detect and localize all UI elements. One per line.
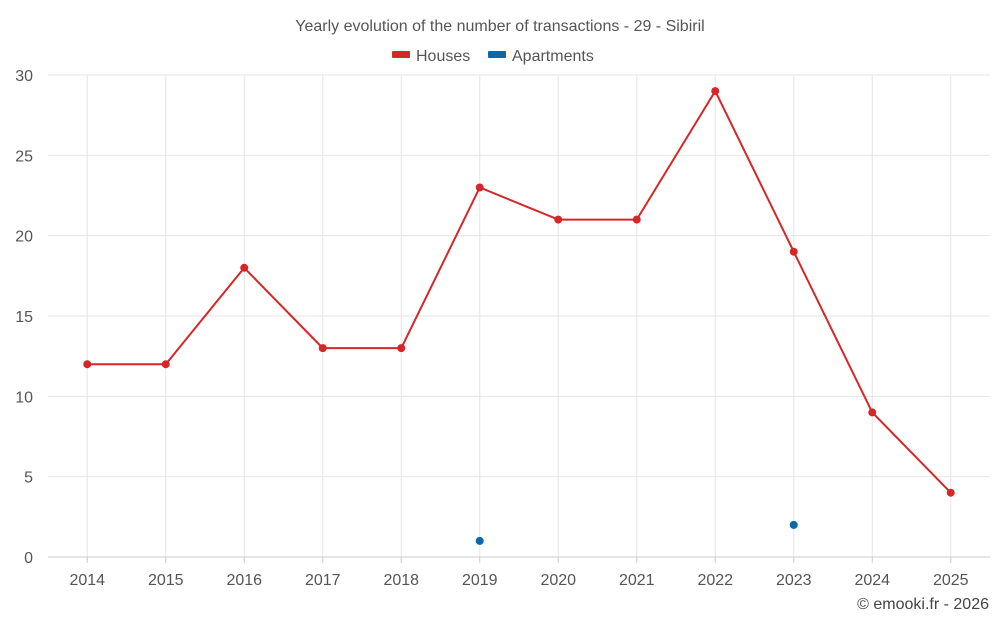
y-tick-label: 10	[15, 389, 33, 406]
legend-swatch-houses	[392, 51, 410, 58]
data-point-apartments-2019[interactable]	[475, 536, 484, 545]
x-tick-label: 2020	[540, 572, 576, 589]
data-point-houses-2024[interactable]	[868, 408, 877, 417]
series-houses	[83, 87, 955, 497]
legend-swatch-apartments	[488, 51, 506, 58]
data-point-houses-2015[interactable]	[161, 360, 170, 369]
data-point-apartments-2023[interactable]	[789, 520, 798, 529]
grid	[48, 74, 990, 558]
y-tick-label: 0	[24, 550, 33, 567]
x-tick-label: 2025	[933, 572, 969, 589]
legend-item-houses[interactable]: Houses	[392, 48, 470, 65]
data-point-houses-2017[interactable]	[318, 344, 327, 353]
series	[83, 87, 955, 545]
x-tick-label: 2016	[226, 572, 262, 589]
series-line-houses	[87, 90, 952, 494]
x-tick-label: 2014	[69, 572, 105, 589]
data-point-houses-2025[interactable]	[946, 488, 955, 497]
data-point-houses-2019[interactable]	[475, 183, 484, 192]
x-tick-label: 2021	[619, 572, 655, 589]
x-tick-label: 2022	[697, 572, 733, 589]
x-tick-label: 2018	[383, 572, 419, 589]
data-point-houses-2014[interactable]	[83, 360, 92, 369]
x-tick-label: 2019	[462, 572, 498, 589]
data-point-houses-2021[interactable]	[632, 215, 641, 224]
y-tick-label: 5	[24, 470, 33, 487]
legend-item-apartments[interactable]: Apartments	[488, 48, 594, 65]
y-tick-label: 25	[15, 148, 33, 165]
x-tick-label: 2024	[854, 572, 890, 589]
x-tick-label: 2023	[776, 572, 812, 589]
y-tick-label: 30	[15, 68, 33, 85]
legend-label-houses: Houses	[416, 48, 470, 65]
data-point-houses-2020[interactable]	[554, 215, 563, 224]
y-tick-label: 15	[15, 309, 33, 326]
chart-title: Yearly evolution of the number of transa…	[295, 18, 704, 35]
credit-text: © emooki.fr - 2026	[857, 596, 989, 613]
x-tick-label: 2017	[305, 572, 341, 589]
legend-label-apartments: Apartments	[512, 48, 594, 65]
data-point-houses-2023[interactable]	[789, 247, 798, 256]
legend: Houses Apartments	[392, 48, 594, 65]
data-point-houses-2016[interactable]	[240, 263, 249, 272]
x-tick-label: 2015	[148, 572, 184, 589]
y-tick-label: 20	[15, 229, 33, 246]
series-apartments	[475, 520, 798, 545]
data-point-houses-2018[interactable]	[397, 344, 406, 353]
data-point-houses-2022[interactable]	[711, 87, 720, 96]
